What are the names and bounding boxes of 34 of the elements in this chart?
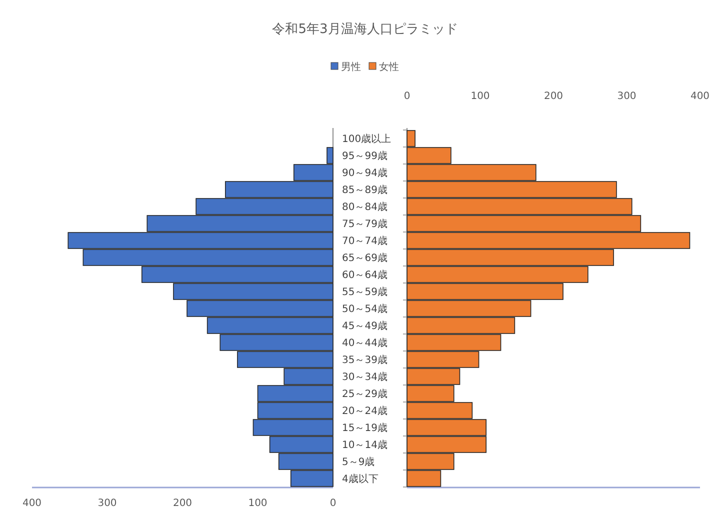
y-tick-label: 50～54歳: [342, 303, 388, 316]
y-tick-label: 10～14歳: [342, 439, 388, 452]
y-tick-label: 5～9歳: [342, 456, 375, 468]
x-tick-label: 0: [330, 498, 336, 509]
legend-label: 男性: [341, 61, 361, 73]
y-tick-label: 100歳以上: [342, 133, 392, 146]
y-tick-label: 4歳以下: [342, 473, 378, 486]
y-tick-label: 40～44歳: [342, 337, 388, 350]
y-tick-label: 70～74歳: [342, 235, 388, 248]
legend-label: 女性: [379, 61, 399, 73]
x-tick-label: 100: [470, 91, 490, 102]
x-tick-label: 100: [248, 498, 268, 509]
x-tick-label: 400: [690, 91, 710, 102]
y-tick-label: 45～49歳: [342, 320, 388, 332]
x-tick-label: 400: [22, 498, 42, 509]
y-tick-label: 30～34歳: [342, 371, 388, 384]
x-tick-label: 0: [404, 91, 410, 102]
x-tick-label: 300: [617, 91, 636, 102]
y-tick-label: 90～94歳: [342, 167, 388, 180]
y-tick-label: 25～29歳: [342, 388, 388, 400]
y-tick-label: 80～84歳: [342, 201, 388, 214]
y-tick-label: 55～59歳: [342, 286, 388, 298]
x-tick-label: 200: [172, 498, 192, 509]
y-tick-label: 65～69歳: [342, 252, 388, 264]
text: 令和5年3月温海人口ピラミッド: [272, 22, 458, 37]
y-tick-label: 15～19歳: [342, 422, 388, 434]
x-tick-label: 200: [544, 91, 564, 102]
y-tick-label: 20～24歳: [342, 405, 388, 418]
y-tick-label: 85～89歳: [342, 184, 388, 196]
y-tick-label: 75～79歳: [342, 218, 388, 230]
y-tick-label: 35～39歳: [342, 354, 388, 366]
y-tick-label: 60～64歳: [342, 269, 388, 282]
y-tick-label: 95～99歳: [342, 150, 388, 162]
x-tick-label: 300: [98, 498, 117, 509]
